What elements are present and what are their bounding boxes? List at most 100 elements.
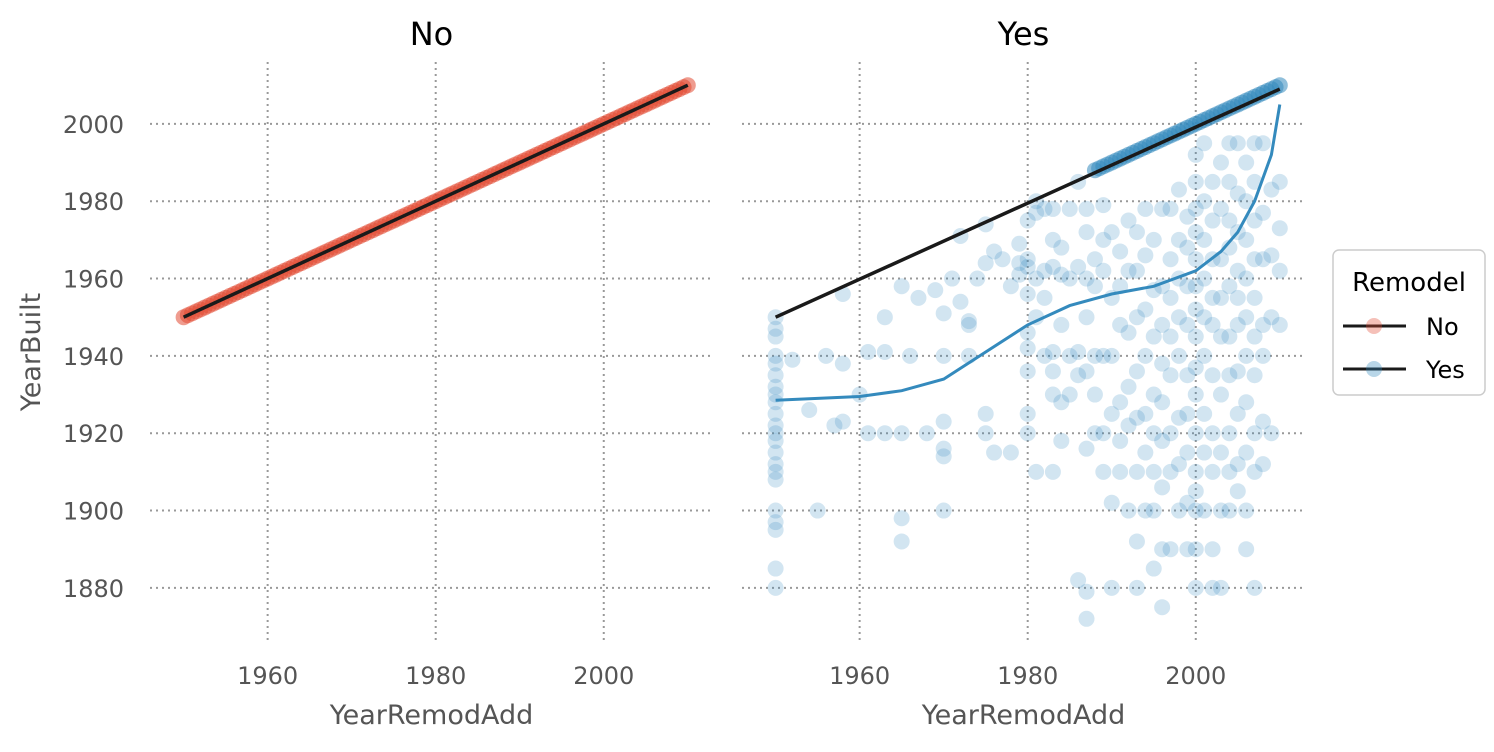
- legend-label-yes: Yes: [1425, 356, 1465, 384]
- data-point: [767, 405, 784, 422]
- data-point: [767, 320, 784, 337]
- data-point: [1229, 289, 1246, 306]
- data-point: [918, 425, 935, 442]
- data-point: [1263, 309, 1280, 326]
- data-point: [1221, 239, 1238, 256]
- data-point: [1221, 367, 1238, 384]
- data-point: [1086, 386, 1103, 403]
- data-point: [1061, 270, 1078, 287]
- data-point: [1070, 258, 1087, 275]
- x-tick-label: 2000: [573, 662, 634, 690]
- data-point: [1053, 266, 1070, 283]
- data-point: [935, 440, 952, 457]
- data-point: [1137, 444, 1154, 461]
- data-point: [1128, 579, 1145, 596]
- data-point: [1212, 502, 1229, 519]
- data-point: [927, 282, 944, 299]
- data-point: [1229, 405, 1246, 422]
- data-point: [1204, 316, 1221, 333]
- data-point: [767, 367, 784, 384]
- data-point: [935, 347, 952, 364]
- data-point: [1128, 363, 1145, 380]
- data-point: [1019, 258, 1036, 275]
- data-point: [1221, 463, 1238, 480]
- data-point: [1112, 316, 1129, 333]
- y-tick-label: 2000: [63, 111, 124, 139]
- data-point: [1170, 181, 1187, 198]
- data-point: [1179, 444, 1196, 461]
- data-point: [1112, 394, 1129, 411]
- data-point: [1154, 355, 1171, 372]
- data-point: [1154, 479, 1171, 496]
- data-point: [1271, 173, 1288, 190]
- data-point: [876, 309, 893, 326]
- data-point: [1238, 270, 1255, 287]
- data-point: [1145, 231, 1162, 248]
- data-point: [1187, 483, 1204, 500]
- data-point: [935, 305, 952, 322]
- data-point: [893, 533, 910, 550]
- data-point: [986, 444, 1003, 461]
- data-point: [1078, 440, 1095, 457]
- data-point: [1086, 251, 1103, 268]
- data-point: [1179, 316, 1196, 333]
- smooth-trend-line: [775, 104, 1282, 402]
- facet-yes-lines: [774, 87, 1282, 402]
- data-point: [767, 347, 784, 364]
- data-point: [1179, 405, 1196, 422]
- data-point: [1036, 289, 1053, 306]
- data-point: [1204, 367, 1221, 384]
- data-point: [1162, 367, 1179, 384]
- data-point: [1128, 309, 1145, 326]
- data-point: [1112, 243, 1129, 260]
- data-point: [1204, 425, 1221, 442]
- data-point: [1154, 541, 1171, 558]
- data-point: [1019, 286, 1036, 302]
- data-point: [1078, 224, 1095, 241]
- data-point: [1044, 231, 1061, 248]
- data-point: [1128, 463, 1145, 480]
- data-point: [1120, 324, 1137, 341]
- data-point: [1162, 463, 1179, 480]
- data-point: [1229, 316, 1246, 333]
- data-point: [1019, 340, 1036, 357]
- y-tick-label: 1940: [63, 343, 124, 371]
- data-point: [801, 402, 818, 418]
- x-tick-label: 1980: [997, 662, 1058, 690]
- data-point: [1254, 347, 1271, 364]
- data-point: [1162, 251, 1179, 268]
- data-point: [1221, 173, 1238, 190]
- data-point: [893, 510, 910, 527]
- data-point: [767, 471, 784, 488]
- data-point: [1204, 289, 1221, 306]
- data-point: [1187, 425, 1204, 442]
- data-point: [1212, 289, 1229, 306]
- data-point: [1053, 239, 1070, 256]
- data-point: [860, 425, 877, 442]
- data-point: [1095, 463, 1112, 480]
- facet-yes-points: [767, 77, 1288, 627]
- data-point: [1145, 328, 1162, 345]
- data-point: [1221, 278, 1238, 295]
- data-point: [1154, 200, 1171, 217]
- data-point: [1187, 278, 1204, 295]
- data-point: [826, 417, 843, 434]
- data-point: [1204, 212, 1221, 229]
- data-point: [1002, 278, 1019, 295]
- x-tick-label: 1960: [829, 662, 890, 690]
- data-point: [1095, 425, 1112, 442]
- data-point: [1221, 502, 1238, 519]
- data-point: [1095, 231, 1112, 248]
- data-point: [767, 463, 784, 480]
- data-point: [1271, 262, 1288, 279]
- y-tick-label: 1960: [63, 266, 124, 294]
- data-point: [1061, 386, 1078, 403]
- data-point: [1212, 386, 1229, 403]
- data-point: [1263, 425, 1280, 442]
- data-point: [1137, 405, 1154, 422]
- data-point: [1196, 309, 1213, 326]
- data-point: [1254, 316, 1271, 333]
- data-point: [1170, 409, 1187, 426]
- legend-marker-yes: [1366, 361, 1382, 377]
- data-point: [1212, 444, 1229, 461]
